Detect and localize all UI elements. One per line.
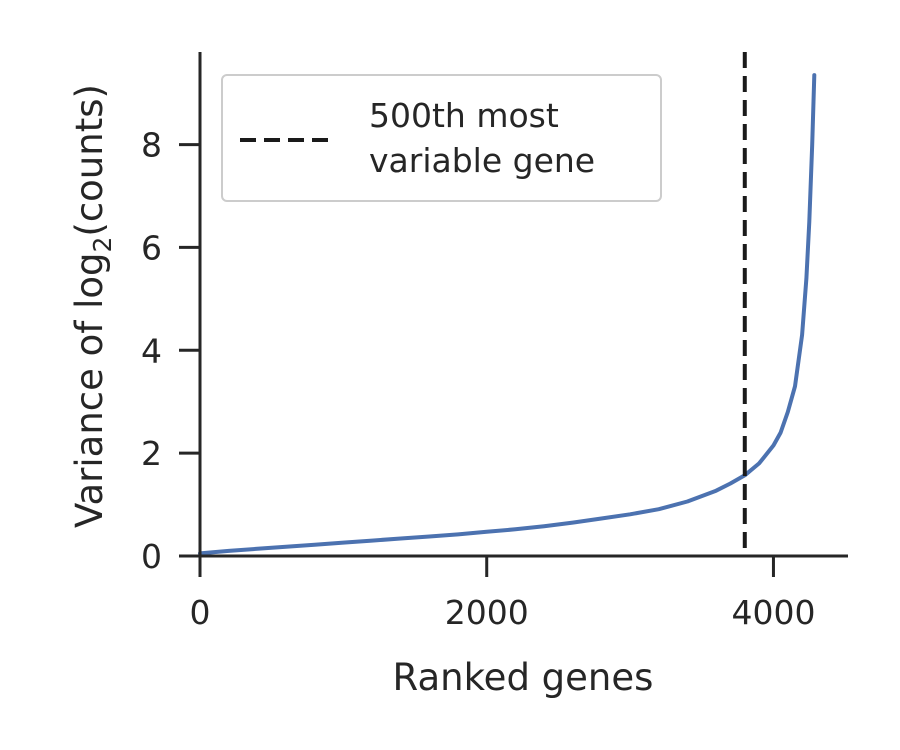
legend-label-line-2: variable gene [369, 141, 595, 180]
y-axis-title-subscript: 2 [88, 237, 117, 253]
plot-area [198, 52, 817, 556]
ticks: 0 2000 4000 0 2 4 6 8 [141, 126, 815, 632]
series-line-0 [198, 73, 817, 556]
y-axis-title: Variance of log2(counts) [68, 84, 117, 528]
x-tick-label: 4000 [731, 593, 815, 632]
axes [198, 52, 848, 558]
x-tick-label: 0 [190, 593, 211, 632]
legend-label-line-1: 500th most [369, 96, 559, 135]
legend-frame [221, 74, 662, 202]
y-tick-label: 2 [141, 434, 162, 473]
x-axis-title: Ranked genes [393, 656, 654, 699]
y-tick-label: 6 [141, 228, 162, 267]
y-axis-title-suffix: (counts) [68, 84, 111, 237]
y-tick-label: 4 [141, 331, 162, 370]
x-tick-label: 2000 [445, 593, 529, 632]
y-tick-label: 8 [141, 126, 162, 165]
legend: 500th most variable gene [221, 74, 662, 202]
y-tick-label: 0 [141, 537, 162, 576]
y-axis-title-prefix: Variance of log [68, 253, 111, 528]
